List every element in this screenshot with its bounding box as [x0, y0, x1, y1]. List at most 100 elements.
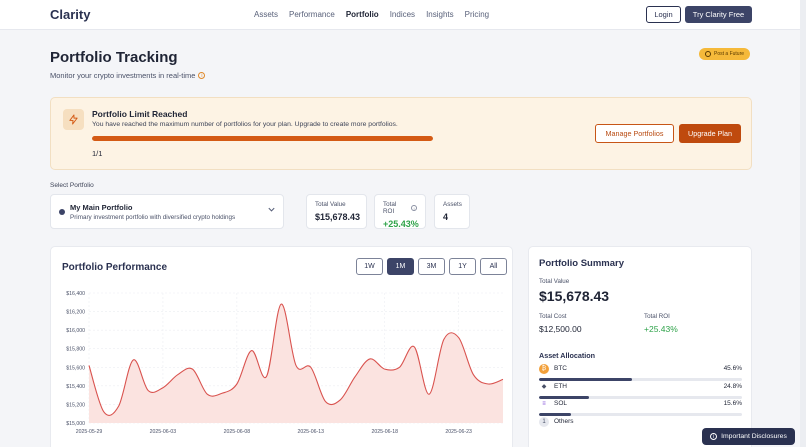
asset-allocation-bar [539, 413, 742, 416]
stat-total-roi-label: Total ROI [383, 201, 397, 215]
logo[interactable]: Clarity [50, 7, 91, 22]
others-icon: 1 [539, 416, 549, 427]
asset-name: Others [554, 417, 574, 425]
portfolio-description: Primary investment portfolio with divers… [70, 214, 236, 221]
portfolio-name: My Main Portfolio [70, 203, 133, 212]
limit-text: You have reached the maximum number of p… [92, 121, 398, 128]
lightning-icon [63, 109, 84, 130]
y-tick-label: $16,400 [66, 291, 85, 297]
x-tick-label: 2025-06-23 [445, 429, 472, 435]
stat-assets-value: 4 [443, 212, 449, 222]
x-tick-label: 2025-06-03 [150, 429, 177, 435]
top-nav: Clarity Assets Performance Portfolio Ind… [0, 0, 806, 30]
bitcoin-icon: ₿ [539, 364, 549, 374]
nav-link-portfolio[interactable]: Portfolio [345, 10, 379, 19]
x-tick-label: 2025-06-18 [371, 429, 398, 435]
summary-total-cost: $12,500.00 [539, 324, 582, 334]
asset-name: SOL [554, 400, 568, 407]
summary-total-roi-label: Total ROI [644, 313, 670, 320]
y-tick-label: $16,200 [66, 310, 85, 316]
page-subtitle: Monitor your crypto investments in real-… [50, 71, 206, 80]
asset-percent: 45.6% [723, 365, 742, 372]
series-line [88, 303, 504, 416]
y-tick-label: $15,200 [66, 402, 85, 408]
x-tick-label: 2025-05-29 [76, 429, 103, 435]
asset-row-btc: ₿ BTC 45.6% [539, 364, 742, 384]
page-title: Portfolio Tracking [50, 49, 178, 66]
info-icon: i [710, 433, 718, 440]
nav-link-insights[interactable]: Insights [426, 10, 454, 19]
summary-total-cost-label: Total Cost [539, 313, 567, 320]
stat-total-value-value: $15,678.43 [315, 212, 361, 222]
summary-total-value: $15,678.43 [539, 288, 610, 304]
y-tick-label: $15,000 [66, 421, 85, 427]
solana-icon: ≡ [539, 399, 549, 409]
stat-total-value-label: Total Value [315, 201, 346, 208]
asset-allocation-bar [539, 378, 742, 381]
nav-link-pricing[interactable]: Pricing [464, 10, 490, 19]
chevron-down-icon[interactable] [267, 205, 276, 214]
portfolio-dot [59, 209, 65, 215]
asset-allocation-title: Asset Allocation [539, 351, 596, 360]
nav-link-assets[interactable]: Assets [254, 10, 279, 19]
info-icon[interactable]: i [198, 72, 206, 79]
stat-total-roi: Total ROI i +25.43% [374, 194, 426, 229]
limit-progress-bar [92, 136, 433, 141]
summary-title: Portfolio Summary [539, 258, 624, 269]
asset-percent: 24.8% [723, 382, 742, 390]
summary-total-value-label: Total Value [539, 278, 570, 285]
portfolio-summary-card: Portfolio Summary Total Value $15,678.43… [528, 246, 752, 447]
limit-count: 1/1 [92, 149, 103, 158]
asset-name: BTC [554, 365, 567, 372]
limit-progress-fill [92, 136, 433, 141]
login-button[interactable]: Login [646, 6, 681, 23]
y-tick-label: $16,000 [66, 328, 85, 334]
stat-assets-label: Assets [443, 201, 462, 208]
important-disclosures-button[interactable]: i Important Disclosures [702, 428, 795, 445]
stat-total-value: Total Value $15,678.43 [306, 194, 367, 229]
upgrade-plan-button[interactable]: Upgrade Plan [679, 124, 741, 143]
stat-total-roi-label-row: Total ROI i [383, 201, 417, 215]
asset-allocation-fill [539, 378, 632, 381]
nav-link-indices[interactable]: Indices [389, 10, 416, 19]
y-tick-label: $15,600 [66, 365, 85, 371]
performance-title: Portfolio Performance [62, 262, 168, 273]
page-subtitle-text: Monitor your crypto investments in real-… [50, 71, 196, 80]
series-area [89, 304, 503, 423]
asset-row-others: 1 Others [539, 416, 742, 437]
range-button-all[interactable]: All [480, 258, 507, 275]
asset-percent: 15.6% [723, 400, 742, 407]
range-button-3m[interactable]: 3M [418, 258, 445, 275]
disclosures-label: Important Disclosures [721, 433, 787, 440]
asset-allocation-bar [539, 395, 742, 399]
try-free-button[interactable]: Try Clarity Free [685, 6, 752, 23]
badge-circle-icon [705, 51, 711, 57]
ethereum-icon: ◆ [539, 381, 549, 392]
x-tick-label: 2025-06-13 [298, 429, 325, 435]
portfolio-limit-banner: Portfolio Limit Reached You have reached… [50, 97, 752, 170]
manage-portfolios-button[interactable]: Manage Portfolios [595, 124, 674, 143]
info-icon[interactable]: i [411, 205, 417, 211]
performance-card: $16,400 $16,200 $16,000 $15,800 $15,600 $15,4… [50, 246, 513, 447]
x-tick-label: 2025-06-08 [224, 429, 251, 435]
summary-total-roi: +25.43% [644, 324, 678, 334]
performance-chart: $16,400 $16,200 $16,000 $15,800 $15,600 $15,4… [66, 291, 504, 435]
range-button-1m[interactable]: 1M [387, 258, 414, 275]
range-button-1y[interactable]: 1Y [449, 258, 476, 275]
asset-allocation-fill [539, 413, 571, 416]
feature-badge[interactable]: Post a Future [699, 48, 751, 60]
stat-assets: Assets 4 [434, 194, 470, 229]
asset-name: ETH [554, 382, 567, 390]
select-portfolio-label: Select Portfolio [50, 182, 94, 189]
nav-links: Assets Performance Portfolio Indices Ins… [254, 10, 489, 19]
feature-badge-label: Post a Future [714, 51, 745, 57]
range-button-1w[interactable]: 1W [356, 258, 383, 275]
page-scrollbar[interactable] [800, 0, 806, 447]
y-tick-label: $15,800 [66, 347, 85, 353]
stat-total-roi-value: +25.43% [383, 219, 419, 229]
y-tick-label: $15,400 [66, 384, 85, 390]
portfolio-select[interactable]: My Main Portfolio Primary investment por… [50, 194, 284, 229]
asset-row-sol: ≡ SOL 15.6% [539, 399, 742, 419]
nav-link-performance[interactable]: Performance [289, 10, 335, 19]
limit-title: Portfolio Limit Reached [92, 109, 188, 119]
